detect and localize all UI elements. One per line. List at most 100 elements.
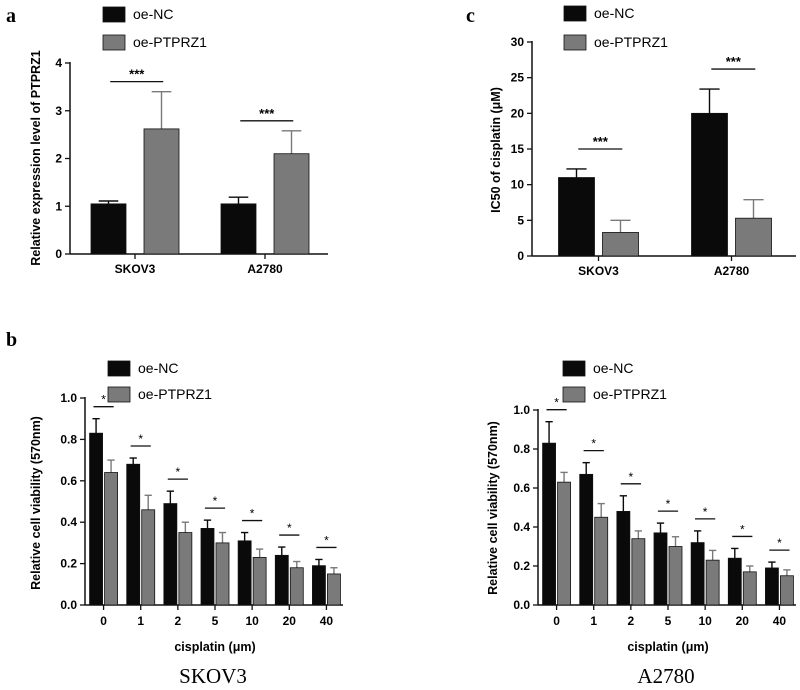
significance-marker: *** bbox=[726, 54, 742, 69]
x-tick-label: 2 bbox=[175, 614, 182, 628]
bar-oe-ptprz1 bbox=[273, 153, 310, 255]
y-tick-label: 0 bbox=[517, 249, 524, 263]
bar-oe-ptprz1 bbox=[141, 509, 156, 606]
y-tick-label: 0.6 bbox=[513, 481, 530, 495]
legend-swatch-oe-ptprz1 bbox=[563, 34, 587, 51]
bar-oe-nc bbox=[220, 203, 257, 255]
y-tick-label: 1.0 bbox=[513, 403, 530, 417]
legend-label-oe-nc: oe-NC bbox=[593, 360, 633, 376]
y-tick-label: 4 bbox=[55, 56, 62, 70]
significance-marker: * bbox=[629, 470, 634, 484]
significance-marker: *** bbox=[259, 106, 275, 121]
x-tick-label: A2780 bbox=[247, 262, 283, 276]
bar-oe-nc bbox=[653, 532, 668, 606]
significance-marker: * bbox=[703, 505, 708, 519]
bar-oe-ptprz1 bbox=[215, 542, 230, 606]
significance-marker: * bbox=[176, 465, 181, 479]
bar-oe-nc bbox=[579, 473, 594, 606]
x-axis-title: cisplatin (μm) bbox=[174, 640, 255, 654]
bar-oe-ptprz1 bbox=[594, 516, 609, 606]
x-axis-title: cisplatin (μm) bbox=[627, 640, 708, 654]
bar-oe-nc bbox=[126, 463, 141, 606]
significance-marker: * bbox=[287, 521, 292, 535]
significance-marker: * bbox=[591, 437, 596, 451]
panel-letter-b: b bbox=[6, 329, 17, 351]
caption-a2780: A2780 bbox=[637, 664, 694, 688]
significance-marker: * bbox=[554, 396, 559, 410]
bar-oe-ptprz1 bbox=[104, 472, 118, 606]
x-tick-label: 20 bbox=[283, 614, 297, 628]
caption-skov3: SKOV3 bbox=[179, 664, 247, 688]
bar-oe-nc bbox=[163, 503, 178, 606]
y-tick-label: 2 bbox=[55, 152, 62, 166]
y-tick-label: 25 bbox=[511, 71, 525, 85]
y-tick-label: 1.0 bbox=[60, 391, 77, 405]
legend-swatch-oe-nc bbox=[107, 360, 131, 377]
y-tick-label: 0.4 bbox=[60, 515, 77, 529]
bar-oe-ptprz1 bbox=[557, 481, 571, 606]
y-tick-label: 0.0 bbox=[513, 598, 530, 612]
bar-oe-ptprz1 bbox=[327, 573, 341, 606]
x-tick-label: SKOV3 bbox=[115, 262, 156, 276]
x-tick-label: SKOV3 bbox=[578, 264, 619, 278]
chart-a-expression: 0 1 2 3 4 Relative expression level of PTPRZ1… bbox=[29, 6, 328, 276]
y-axis-title: Relative cell viability (570nm) bbox=[29, 416, 43, 590]
y-axis-title: Relative expression level of PTPRZ1 bbox=[29, 50, 43, 265]
bar-oe-nc bbox=[89, 432, 103, 606]
bar-oe-ptprz1 bbox=[735, 217, 772, 257]
x-tick-label: 0 bbox=[553, 614, 560, 628]
bar-oe-nc bbox=[765, 567, 779, 606]
legend-label-oe-ptprz1: oe-PTPRZ1 bbox=[593, 386, 667, 402]
y-tick-label: 0 bbox=[55, 247, 62, 261]
chart-b-skov3-viability: 0.0 0.2 0.4 0.6 0.8 1.0 Relative cell viabilit… bbox=[29, 360, 343, 654]
bar-oe-nc bbox=[690, 542, 705, 606]
bar-oe-nc bbox=[312, 565, 326, 606]
significance-marker: * bbox=[324, 533, 329, 547]
panel-letter-a: a bbox=[6, 5, 16, 27]
legend-swatch-oe-nc bbox=[562, 360, 586, 377]
y-tick-label: 3 bbox=[55, 104, 62, 118]
x-tick-label: 40 bbox=[320, 614, 334, 628]
y-tick-label: 1 bbox=[55, 199, 62, 213]
x-tick-label: 5 bbox=[665, 614, 672, 628]
y-tick-label: 30 bbox=[511, 35, 525, 49]
legend-swatch-oe-nc bbox=[102, 6, 126, 23]
bar-oe-ptprz1 bbox=[289, 567, 304, 606]
bar-oe-ptprz1 bbox=[178, 532, 193, 606]
chart-b-a2780-viability: 0.0 0.2 0.4 0.6 0.8 1.0 Relative cell viabilit… bbox=[486, 360, 796, 654]
x-tick-label: 10 bbox=[245, 614, 259, 628]
y-tick-label: 10 bbox=[511, 178, 525, 192]
bar-oe-nc bbox=[274, 554, 289, 606]
legend-swatch-oe-ptprz1 bbox=[102, 34, 126, 51]
significance-marker: * bbox=[777, 536, 782, 550]
bar-oe-nc bbox=[90, 203, 127, 255]
legend-swatch-oe-ptprz1 bbox=[562, 386, 586, 403]
x-tick-label: 0 bbox=[100, 614, 107, 628]
y-tick-label: 5 bbox=[517, 213, 524, 227]
bar-oe-nc bbox=[237, 540, 252, 606]
bar-oe-ptprz1 bbox=[143, 128, 180, 255]
y-tick-label: 0.8 bbox=[513, 442, 530, 456]
legend-label-oe-ptprz1: oe-PTPRZ1 bbox=[138, 386, 212, 402]
x-tick-label: A2780 bbox=[714, 264, 750, 278]
y-tick-label: 0.0 bbox=[60, 598, 77, 612]
y-tick-label: 0.2 bbox=[513, 559, 530, 573]
y-axis-title: IC50 of cisplatin (μM) bbox=[489, 87, 503, 213]
x-tick-label: 5 bbox=[212, 614, 219, 628]
bar-oe-nc bbox=[727, 557, 742, 606]
y-tick-label: 0.6 bbox=[60, 474, 77, 488]
bar-oe-ptprz1 bbox=[668, 546, 683, 606]
x-tick-label: 1 bbox=[137, 614, 144, 628]
significance-marker: *** bbox=[129, 67, 145, 82]
bar-oe-nc bbox=[558, 177, 595, 257]
y-tick-label: 0.8 bbox=[60, 432, 77, 446]
significance-marker: * bbox=[666, 497, 671, 511]
significance-marker: * bbox=[250, 507, 255, 521]
bar-oe-ptprz1 bbox=[742, 571, 757, 606]
bar-oe-nc bbox=[200, 528, 215, 606]
significance-marker: * bbox=[213, 494, 218, 508]
legend-label-oe-nc: oe-NC bbox=[594, 5, 634, 21]
bar-oe-ptprz1 bbox=[631, 538, 646, 606]
significance-marker: * bbox=[138, 432, 143, 446]
